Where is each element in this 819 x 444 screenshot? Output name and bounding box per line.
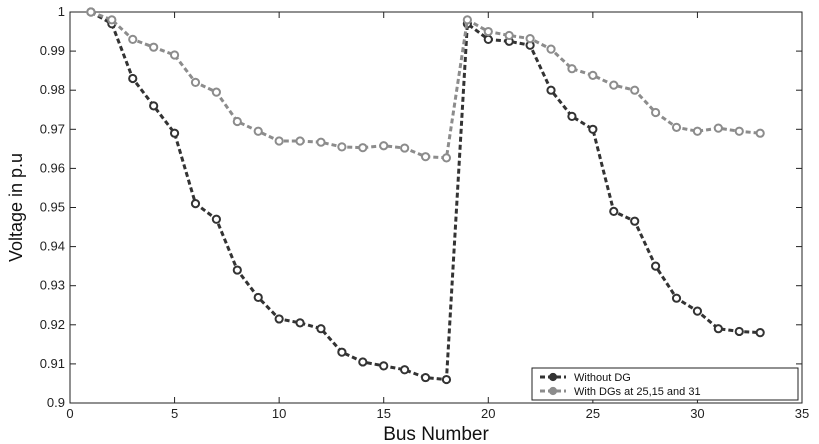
data-point xyxy=(567,111,577,121)
data-point xyxy=(400,143,410,153)
y-axis: 0.9 0.91 0.92 0.93 0.94 0.95 0.96 0.97 0.98 0.99 1 xyxy=(40,4,802,410)
y-tick-label: 0.9 xyxy=(47,395,65,410)
y-tick-label: 0.92 xyxy=(40,317,65,332)
data-point xyxy=(400,365,410,375)
y-tick-label: 0.99 xyxy=(40,43,65,58)
data-point xyxy=(567,64,577,74)
data-point xyxy=(274,136,284,146)
x-axis: 0 5 10 15 20 25 30 35 xyxy=(66,12,809,421)
x-tick-label: 30 xyxy=(690,406,704,421)
data-point xyxy=(734,326,744,337)
data-point xyxy=(128,73,138,84)
data-point xyxy=(630,85,640,95)
data-point xyxy=(692,306,703,316)
data-point xyxy=(358,143,368,153)
data-point xyxy=(462,15,472,25)
data-point xyxy=(441,153,452,163)
x-tick-label: 10 xyxy=(272,406,286,421)
data-point xyxy=(651,261,661,271)
y-tick-label: 0.98 xyxy=(40,82,65,97)
x-tick-label: 0 xyxy=(66,406,73,421)
y-tick-label: 0.96 xyxy=(40,160,65,175)
y-tick-label: 0.97 xyxy=(40,121,65,136)
data-point xyxy=(169,128,180,138)
x-tick-label: 35 xyxy=(795,406,809,421)
data-point xyxy=(274,314,284,324)
data-point xyxy=(149,42,159,52)
data-point xyxy=(253,292,263,303)
legend-item: Without DG xyxy=(540,372,631,384)
data-point xyxy=(651,107,661,118)
data-point xyxy=(420,152,431,162)
data-point xyxy=(316,324,326,334)
data-point xyxy=(358,357,368,367)
data-point xyxy=(755,128,765,138)
data-point xyxy=(337,347,347,357)
data-point xyxy=(107,15,117,25)
legend-label: With DGs at 25,15 and 31 xyxy=(574,386,701,398)
data-point xyxy=(420,372,431,383)
legend-marker xyxy=(548,372,558,382)
x-tick-label: 25 xyxy=(586,406,600,421)
legend: Without DG With DGs at 25,15 and 31 xyxy=(531,367,799,401)
data-point xyxy=(337,142,347,152)
y-tick-label: 0.93 xyxy=(40,278,65,293)
legend-item: With DGs at 25,15 and 31 xyxy=(540,386,701,398)
data-point xyxy=(546,44,556,54)
x-tick-label: 5 xyxy=(171,406,178,421)
legend-box xyxy=(531,367,799,401)
data-point xyxy=(671,122,682,132)
data-point xyxy=(211,87,221,97)
y-tick-label: 0.91 xyxy=(40,356,65,371)
data-point xyxy=(379,361,389,371)
y-tick-label: 1 xyxy=(58,4,65,19)
data-point xyxy=(232,116,242,127)
data-point xyxy=(295,136,305,146)
data-point xyxy=(504,30,514,41)
legend-label: Without DG xyxy=(574,372,631,384)
data-point xyxy=(525,33,535,44)
plot-area xyxy=(69,11,803,404)
series-2 xyxy=(86,7,765,163)
data-point xyxy=(588,70,598,80)
data-point xyxy=(546,85,556,95)
data-point xyxy=(692,126,703,136)
x-tick-label: 15 xyxy=(376,406,390,421)
y-tick-label: 0.95 xyxy=(40,200,65,215)
data-point xyxy=(713,324,723,334)
data-point xyxy=(588,124,598,134)
data-point xyxy=(86,7,96,17)
data-point xyxy=(190,198,201,209)
data-point xyxy=(609,206,619,217)
data-point xyxy=(211,214,221,224)
data-point xyxy=(483,26,493,37)
y-axis-label: Voltage in p.u xyxy=(6,153,26,262)
data-point xyxy=(149,101,159,111)
data-point xyxy=(713,123,723,133)
data-point xyxy=(734,126,744,136)
y-tick-label: 0.94 xyxy=(40,239,65,254)
x-axis-label: Bus Number xyxy=(383,424,489,444)
data-point xyxy=(483,34,493,44)
data-point xyxy=(232,265,242,275)
data-point xyxy=(379,141,389,151)
data-point xyxy=(671,293,682,303)
data-point xyxy=(630,216,640,226)
data-point xyxy=(316,137,326,147)
data-point xyxy=(609,80,619,90)
data-point xyxy=(169,50,180,60)
x-tick-label: 20 xyxy=(481,406,495,421)
data-point xyxy=(190,77,201,87)
data-point xyxy=(441,374,452,385)
series-layer xyxy=(86,7,765,385)
data-point xyxy=(295,318,305,328)
data-point xyxy=(253,126,263,136)
data-point xyxy=(128,34,138,44)
legend-marker xyxy=(548,386,558,396)
data-point xyxy=(755,328,765,338)
